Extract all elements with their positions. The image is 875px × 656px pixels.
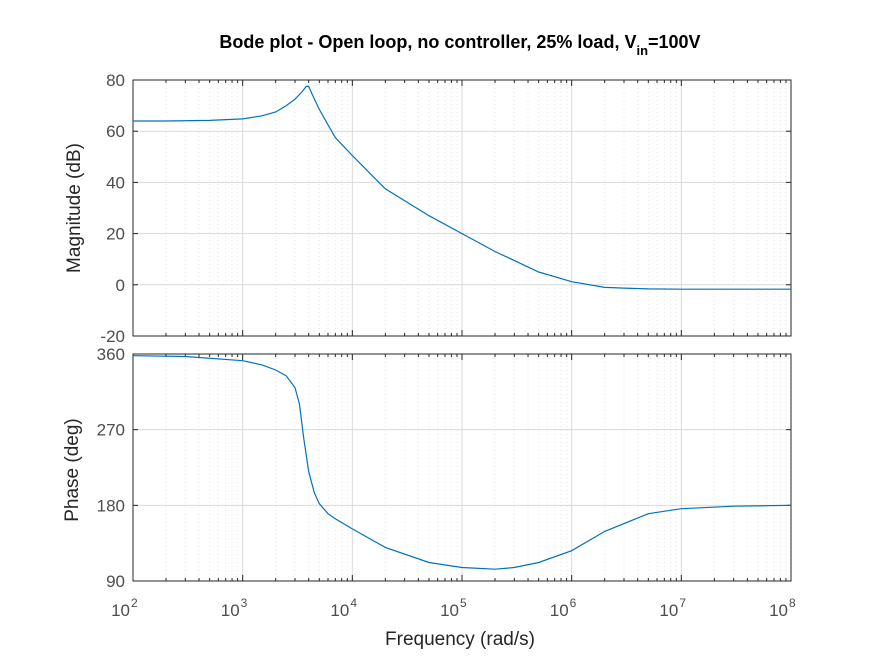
x-tick-label: 10 [440, 601, 459, 620]
chart-title-main: Bode plot - Open loop, no controller, 25… [219, 32, 636, 52]
x-tick-label: 10 [769, 601, 788, 620]
chart-title-subscript: in [636, 43, 648, 58]
y-tick-label: 80 [106, 71, 125, 90]
y-tick-label: 180 [97, 496, 125, 515]
x-tick-exponent: 4 [350, 596, 357, 610]
x-tick-exponent: 3 [241, 596, 248, 610]
chart-title-tail: =100V [648, 32, 701, 52]
magnitude-curve [133, 85, 791, 290]
y-tick-label: 270 [97, 421, 125, 440]
y-tick-label: 40 [106, 173, 125, 192]
y-tick-label: -20 [100, 327, 125, 346]
y-tick-label: 90 [106, 572, 125, 591]
axes-box [132, 79, 792, 337]
x-tick-label: 10 [330, 601, 349, 620]
phase-curve [132, 355, 792, 570]
y-tick-label: 360 [97, 345, 125, 364]
x-tick-label: 10 [111, 601, 130, 620]
x-tick-exponent: 6 [570, 596, 577, 610]
phase-axis-label: Phase (deg) [62, 418, 83, 522]
magnitude-axis-label: Magnitude (dB) [64, 143, 85, 273]
x-axis-label: Frequency (rad/s) [385, 629, 535, 650]
x-tick-label: 10 [221, 601, 240, 620]
y-tick-label: 60 [106, 122, 125, 141]
x-tick-exponent: 8 [789, 596, 796, 610]
chart-title: Bode plot - Open loop, no controller, 25… [219, 32, 700, 58]
axes-box [132, 353, 792, 582]
subplot-phase: 90 180 270 360 [97, 345, 792, 591]
x-tick-label: 10 [550, 601, 569, 620]
x-tick-exponent: 2 [131, 596, 138, 610]
x-tick-exponent: 7 [679, 596, 686, 610]
y-tick-label: 20 [106, 225, 125, 244]
x-tick-label: 10 [659, 601, 678, 620]
x-tick-exponent: 5 [460, 596, 467, 610]
subplot-magnitude: -20 0 20 40 60 80 [100, 71, 792, 346]
y-tick-label: 0 [116, 276, 125, 295]
